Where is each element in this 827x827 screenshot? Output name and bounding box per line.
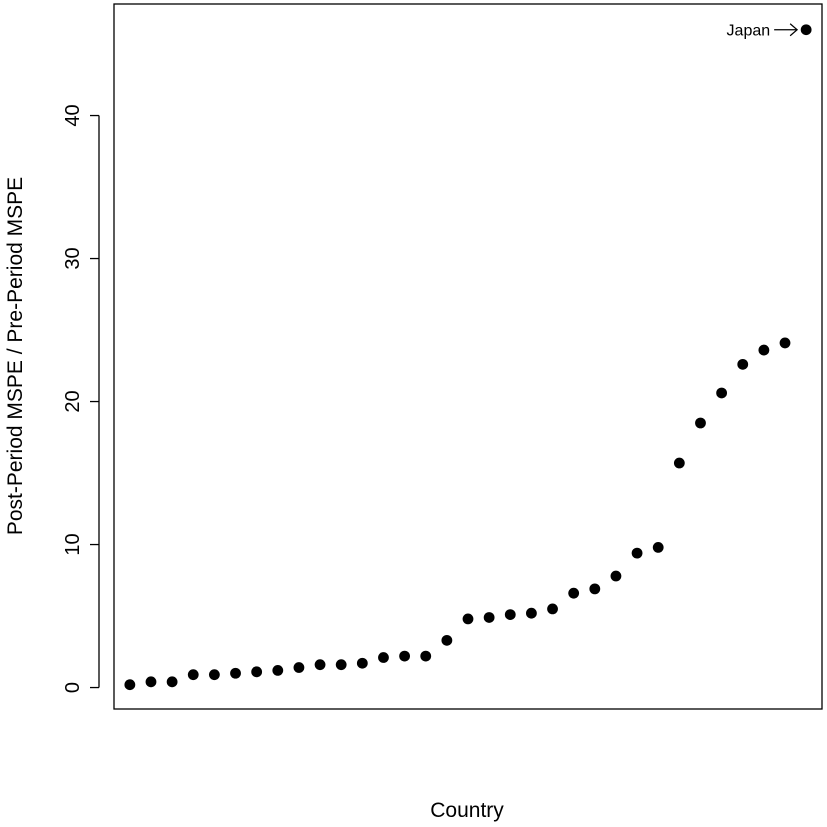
data-point bbox=[441, 634, 453, 646]
data-point bbox=[230, 667, 241, 679]
data-point bbox=[568, 587, 580, 599]
data-point bbox=[208, 669, 220, 681]
data-point bbox=[462, 613, 474, 625]
data-point bbox=[272, 664, 284, 676]
data-point bbox=[673, 457, 685, 469]
annotation-arrowhead bbox=[789, 23, 799, 37]
data-point bbox=[716, 387, 728, 399]
data-point bbox=[399, 650, 410, 662]
data-point bbox=[652, 542, 664, 553]
data-point bbox=[378, 652, 389, 663]
data-point bbox=[166, 676, 178, 688]
data-point bbox=[779, 337, 791, 349]
data-point bbox=[631, 547, 643, 559]
data-point bbox=[145, 676, 157, 688]
plot-frame bbox=[113, 3, 823, 710]
y-axis-label: Post-Period MSPE / Pre-Period MSPE bbox=[4, 177, 27, 535]
data-point bbox=[187, 669, 199, 681]
y-axis: 0 10 20 30 40 bbox=[62, 104, 100, 693]
data-point bbox=[610, 570, 622, 582]
data-point bbox=[800, 24, 812, 36]
data-point bbox=[695, 417, 706, 429]
annotations: Japan bbox=[727, 23, 799, 40]
data-point bbox=[420, 650, 432, 662]
data-point bbox=[251, 666, 263, 678]
y-tick-label: 0 bbox=[62, 682, 84, 693]
data-point bbox=[483, 612, 495, 623]
data-point bbox=[504, 609, 516, 621]
y-tick-label: 20 bbox=[62, 390, 84, 412]
data-point bbox=[758, 344, 770, 356]
x-axis-label: Country bbox=[430, 799, 504, 822]
y-tick-label: 10 bbox=[62, 533, 84, 555]
data-point bbox=[124, 679, 136, 691]
data-point bbox=[589, 583, 601, 595]
y-tick-label: 40 bbox=[62, 104, 84, 126]
data-point bbox=[547, 603, 558, 615]
data-points bbox=[124, 24, 812, 691]
data-point bbox=[526, 607, 537, 619]
data-point bbox=[293, 662, 305, 673]
annotation-label: Japan bbox=[727, 23, 771, 40]
data-point bbox=[737, 358, 749, 370]
data-point bbox=[314, 659, 326, 671]
data-point bbox=[335, 659, 347, 671]
y-tick-label: 30 bbox=[62, 247, 84, 269]
data-point bbox=[356, 657, 368, 669]
